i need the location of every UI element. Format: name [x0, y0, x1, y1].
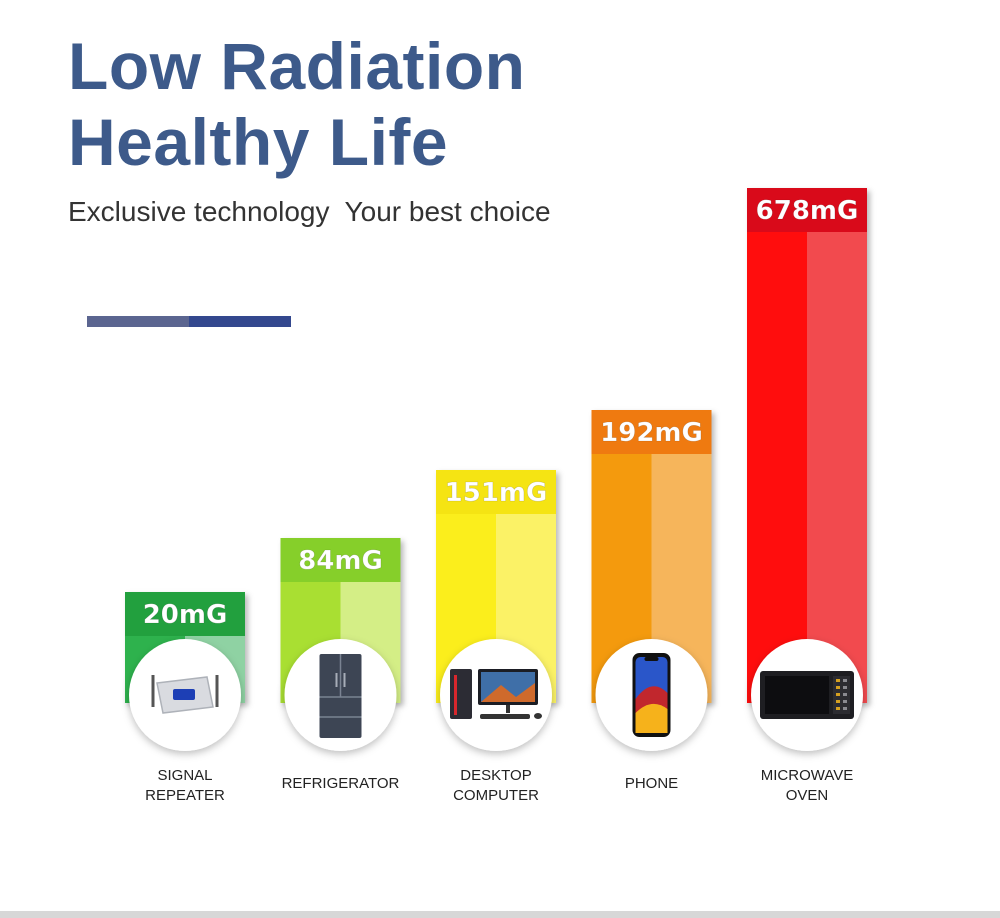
category-label-line: COMPUTER: [453, 787, 539, 804]
bar-signal-repeater: 20mG: [125, 592, 245, 751]
category-label-line: PHONE: [624, 775, 679, 792]
bar-microwave-oven: 678mG: [747, 188, 867, 751]
bar-value-header: [436, 470, 556, 514]
title-line-2: Healthy Life: [68, 105, 449, 179]
category-label: SIGNAL REPEATER: [110, 766, 260, 806]
bottom-divider: [0, 911, 1000, 918]
bar-value-label: 192mG: [600, 418, 703, 448]
category-label: MICROWAVE OVEN: [732, 766, 882, 806]
bar-value-label: 151mG: [445, 478, 548, 508]
bar-value-header: [280, 538, 401, 582]
microwave-oven-icon: [760, 671, 854, 719]
phone-icon: [632, 653, 671, 737]
bar-value-header: [591, 410, 712, 454]
category-label-line: SIGNAL: [157, 767, 213, 784]
bar-value-header: [125, 592, 245, 636]
bar-refrigerator: 84mG: [280, 538, 401, 751]
bar-value-label: 84mG: [298, 546, 383, 576]
category-label: PHONE: [577, 774, 727, 794]
bar-value-label: 20mG: [143, 600, 228, 630]
bar-value-header: [747, 188, 867, 232]
category-label-line: OVEN: [785, 787, 829, 804]
refrigerator-icon: [319, 654, 362, 738]
category-label-line: DESKTOP: [460, 767, 532, 784]
signal-repeater-icon: [151, 675, 219, 714]
category-label: DESKTOP COMPUTER: [421, 766, 571, 806]
title-line-1: Low Radiation: [68, 29, 526, 103]
bar-value-label: 678mG: [756, 196, 859, 226]
decorative-bar-left: [87, 316, 189, 327]
desktop-computer-icon: [450, 669, 542, 719]
category-label: REFRIGERATOR: [266, 774, 416, 794]
bar-phone: 192mG: [591, 410, 712, 751]
subtitle: Exclusive technology Your best choice: [68, 196, 551, 227]
category-label-line: MICROWAVE: [760, 767, 854, 784]
category-label-line: REPEATER: [145, 787, 225, 804]
page-title: Low Radiation Healthy Life: [68, 28, 525, 180]
category-label-line: REFRIGERATOR: [281, 775, 400, 792]
decorative-bar-right: [189, 316, 291, 327]
bar-desktop-computer: 151mG: [436, 470, 556, 751]
bar-highlight: [807, 232, 867, 703]
